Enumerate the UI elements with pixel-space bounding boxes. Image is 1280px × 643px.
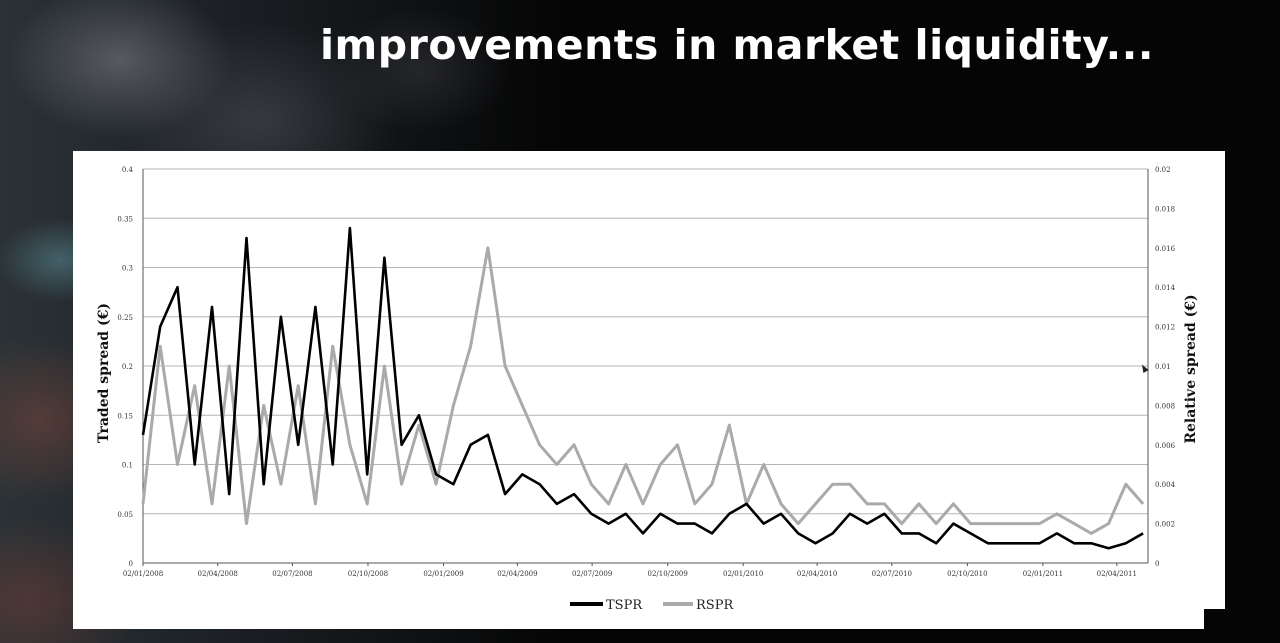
spread-line-chart: 0 0.05 0.1 0.15 0.2 0.25 0.3 0.35 0.4 0 0.002 0.00… (96, 166, 1199, 613)
y2-tick-label: 0.012 (1155, 324, 1175, 332)
right-axis-ticks: 0 0.002 0.004 0.006 0.008 0.01 0.012 0.014 0.016… (1155, 166, 1176, 568)
chart-legend: TSPR RSPR (570, 598, 734, 613)
x-tick-label: 02/01/2008 (123, 570, 163, 578)
y-tick-label: 0.1 (122, 462, 133, 470)
series-line-rspr (141, 246, 1145, 535)
x-tick-label: 02/01/2009 (423, 570, 463, 578)
slide-headline: improvements in market liquidity... (320, 21, 1154, 69)
y-tick-label: 0.25 (117, 314, 133, 322)
y-tick-label: 0 (129, 560, 133, 568)
left-axis-ticks: 0 0.05 0.1 0.15 0.2 0.25 0.3 0.35 0.4 (117, 166, 133, 568)
y-tick-label: 0.15 (117, 412, 133, 420)
series-line-tspr (141, 226, 1144, 550)
x-tick-label: 02/01/2011 (1023, 570, 1063, 578)
legend-label-tspr: TSPR (606, 598, 643, 613)
left-axis-label: Traded spread (€) (96, 303, 112, 443)
y2-tick-label: 0.014 (1155, 284, 1176, 292)
y2-tick-label: 0.018 (1155, 205, 1175, 213)
right-axis-label: Relative spread (€) (1183, 294, 1199, 443)
x-tick-label: 02/04/2011 (1097, 570, 1137, 578)
y2-tick-label: 0.004 (1155, 481, 1176, 489)
y2-tick-label: 0.006 (1155, 442, 1176, 450)
gridlines (142, 168, 1149, 564)
legend-label-rspr: RSPR (696, 598, 734, 613)
x-tick-label: 02/01/2010 (723, 570, 763, 578)
x-tick-label: 02/04/2010 (797, 570, 837, 578)
x-tick-label: 02/10/2009 (647, 570, 687, 578)
y2-tick-label: 0 (1155, 560, 1159, 568)
y-tick-label: 0.35 (117, 215, 133, 223)
y2-tick-label: 0.008 (1155, 402, 1175, 410)
x-tick-label: 02/07/2008 (272, 570, 312, 578)
y2-tick-label: 0.02 (1155, 166, 1171, 174)
x-axis-ticks: 02/01/2008 02/04/2008 02/07/2008 02/10/2008… (123, 563, 1137, 578)
y-tick-label: 0.3 (122, 265, 133, 273)
x-tick-label: 02/07/2009 (572, 570, 612, 578)
x-tick-label: 02/04/2008 (198, 570, 238, 578)
slide-corner-strip (1204, 609, 1225, 629)
y2-tick-label: 0.01 (1155, 363, 1171, 371)
y2-tick-label: 0.016 (1155, 245, 1176, 253)
y2-tick-label: 0.002 (1155, 521, 1175, 529)
y-tick-label: 0.05 (117, 511, 133, 519)
chart-slide: 0 0.05 0.1 0.15 0.2 0.25 0.3 0.35 0.4 0 0.002 0.00… (73, 151, 1225, 629)
y-tick-label: 0.2 (122, 363, 133, 371)
y-tick-label: 0.4 (122, 166, 134, 174)
series-lines (141, 226, 1145, 550)
x-tick-label: 02/04/2009 (497, 570, 537, 578)
x-tick-label: 02/10/2008 (348, 570, 388, 578)
x-tick-label: 02/10/2010 (947, 570, 987, 578)
x-tick-label: 02/07/2010 (872, 570, 912, 578)
